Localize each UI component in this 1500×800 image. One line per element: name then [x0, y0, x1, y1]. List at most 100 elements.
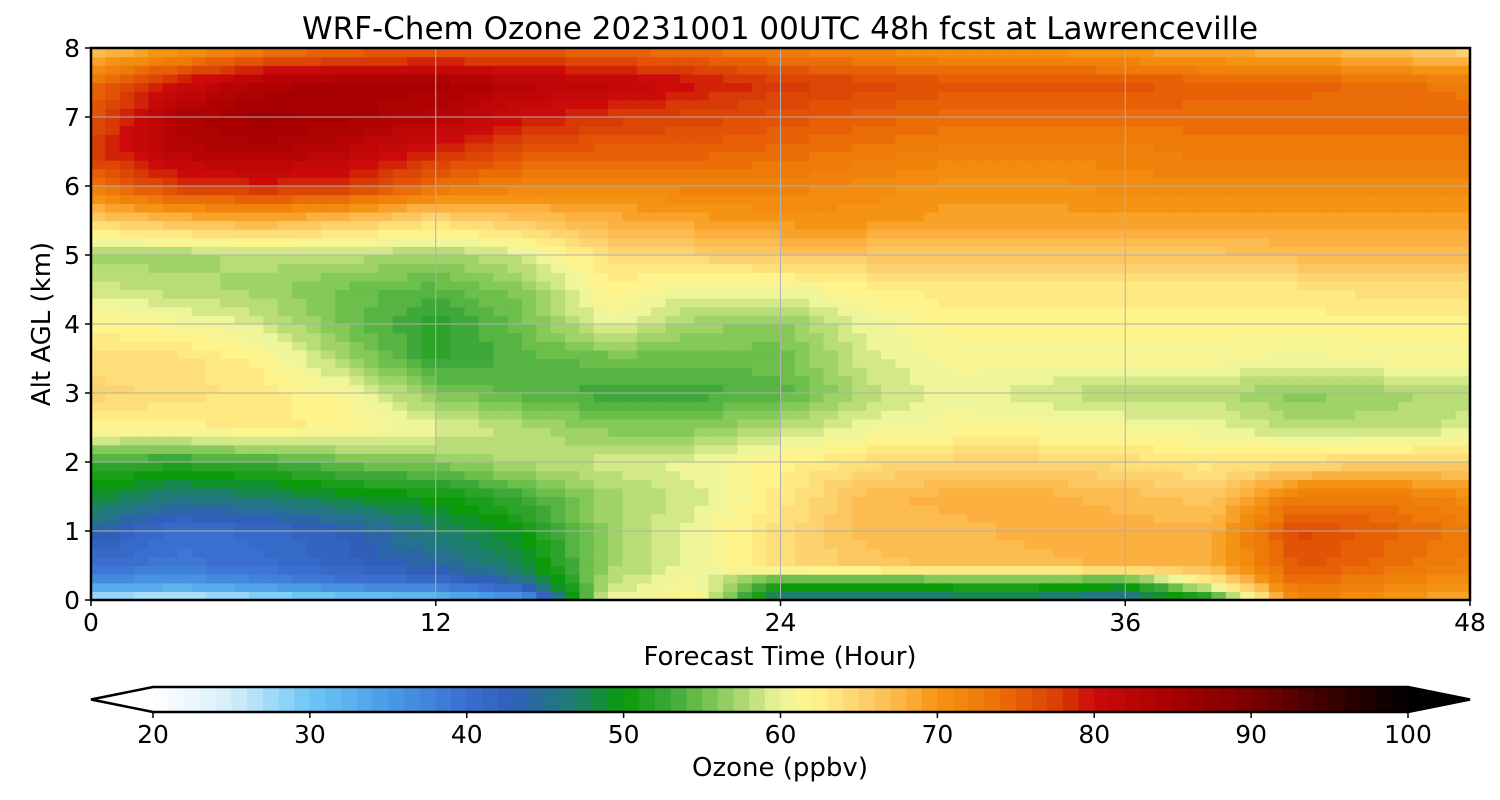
heatmap-cell: [651, 306, 667, 316]
heatmap-cell: [579, 513, 595, 523]
heatmap-cell: [1369, 298, 1385, 308]
heatmap-cell: [363, 496, 379, 506]
heatmap-cell: [292, 211, 308, 222]
heatmap-cell: [378, 418, 394, 429]
heatmap-cell: [679, 194, 695, 204]
heatmap-cell: [349, 522, 365, 532]
heatmap-cell: [1398, 272, 1414, 282]
heatmap-cell: [1153, 436, 1169, 446]
heatmap-cell: [1053, 487, 1069, 498]
heatmap-cell: [536, 341, 552, 351]
heatmap-cell: [521, 315, 537, 325]
heatmap-cell: [622, 444, 638, 454]
heatmap-cell: [809, 513, 825, 523]
heatmap-cell: [608, 237, 624, 247]
heatmap-cell: [306, 237, 322, 247]
heatmap-cell: [809, 556, 825, 567]
heatmap-cell: [1254, 548, 1270, 558]
heatmap-cell: [177, 582, 193, 592]
heatmap-cell: [335, 332, 351, 342]
heatmap-cell: [938, 470, 954, 480]
heatmap-cell: [478, 177, 494, 187]
heatmap-cell: [521, 591, 537, 600]
heatmap-cell: [1297, 401, 1313, 411]
heatmap-cell: [794, 280, 810, 291]
heatmap-cell: [1010, 582, 1026, 592]
heatmap-cell: [1096, 367, 1112, 377]
heatmap-cell: [1455, 539, 1470, 549]
heatmap-cell: [651, 349, 667, 360]
heatmap-cell: [895, 582, 911, 592]
heatmap-cell: [162, 487, 178, 498]
heatmap-cell: [794, 151, 810, 161]
heatmap-cell: [450, 255, 466, 265]
heatmap-cell: [435, 479, 451, 489]
heatmap-cell: [91, 246, 106, 256]
heatmap-cell: [1383, 246, 1399, 256]
heatmap-cell: [277, 591, 293, 600]
heatmap-cell: [852, 531, 868, 541]
heatmap-cell: [550, 496, 566, 506]
heatmap-cell: [1211, 194, 1227, 204]
heatmap-cell: [679, 462, 695, 472]
heatmap-cell: [521, 280, 537, 291]
heatmap-cell: [679, 479, 695, 489]
heatmap-cell: [435, 246, 451, 256]
heatmap-cell: [938, 496, 954, 506]
heatmap-cell: [593, 574, 609, 584]
heatmap-cell: [1225, 349, 1241, 360]
heatmap-cell: [837, 531, 853, 541]
heatmap-cell: [1340, 436, 1356, 446]
heatmap-cell: [1412, 367, 1428, 377]
heatmap-cell: [1211, 531, 1227, 541]
heatmap-cell: [234, 349, 250, 360]
heatmap-cell: [435, 393, 451, 403]
heatmap-cell: [105, 479, 121, 489]
heatmap-cell: [866, 470, 882, 480]
heatmap-cell: [263, 203, 279, 213]
heatmap-cell: [579, 556, 595, 567]
heatmap-cell: [608, 487, 624, 498]
heatmap-cell: [1398, 410, 1414, 420]
heatmap-cell: [306, 393, 322, 403]
heatmap-cell: [435, 194, 451, 204]
heatmap-cell: [1455, 289, 1470, 299]
heatmap-cell: [1340, 229, 1356, 239]
heatmap-cell: [1110, 591, 1126, 600]
heatmap-cell: [694, 324, 710, 334]
heatmap-cell: [593, 462, 609, 472]
heatmap-cell: [1254, 401, 1270, 411]
heatmap-cell: [335, 453, 351, 463]
heatmap-cell: [579, 548, 595, 558]
heatmap-cell: [119, 444, 135, 454]
heatmap-cell: [507, 462, 523, 472]
heatmap-cell: [335, 220, 351, 230]
heatmap-cell: [277, 487, 293, 498]
heatmap-cell: [91, 194, 106, 204]
heatmap-cell: [464, 229, 480, 239]
heatmap-cell: [263, 522, 279, 532]
heatmap-cell: [306, 522, 322, 532]
heatmap-cell: [881, 168, 897, 178]
heatmap-cell: [249, 211, 264, 222]
heatmap-cell: [737, 539, 753, 549]
heatmap-cell: [1182, 367, 1198, 377]
heatmap-cell: [967, 358, 983, 368]
heatmap-cell: [1096, 298, 1112, 308]
heatmap-cell: [852, 565, 868, 575]
heatmap-cell: [809, 574, 825, 584]
heatmap-cell: [407, 341, 422, 351]
heatmap-cell: [1369, 246, 1385, 256]
heatmap-cell: [1355, 332, 1371, 342]
heatmap-cell: [249, 496, 264, 506]
heatmap-cell: [536, 565, 552, 575]
heatmap-cell: [1139, 487, 1155, 498]
heatmap-cell: [866, 315, 882, 325]
heatmap-cell: [392, 444, 408, 454]
heatmap-cell: [105, 375, 121, 385]
heatmap-cell: [794, 186, 810, 196]
heatmap-cell: [924, 582, 940, 592]
heatmap-cell: [751, 211, 767, 222]
heatmap-cell: [191, 427, 207, 437]
heatmap-cell: [1110, 177, 1126, 187]
